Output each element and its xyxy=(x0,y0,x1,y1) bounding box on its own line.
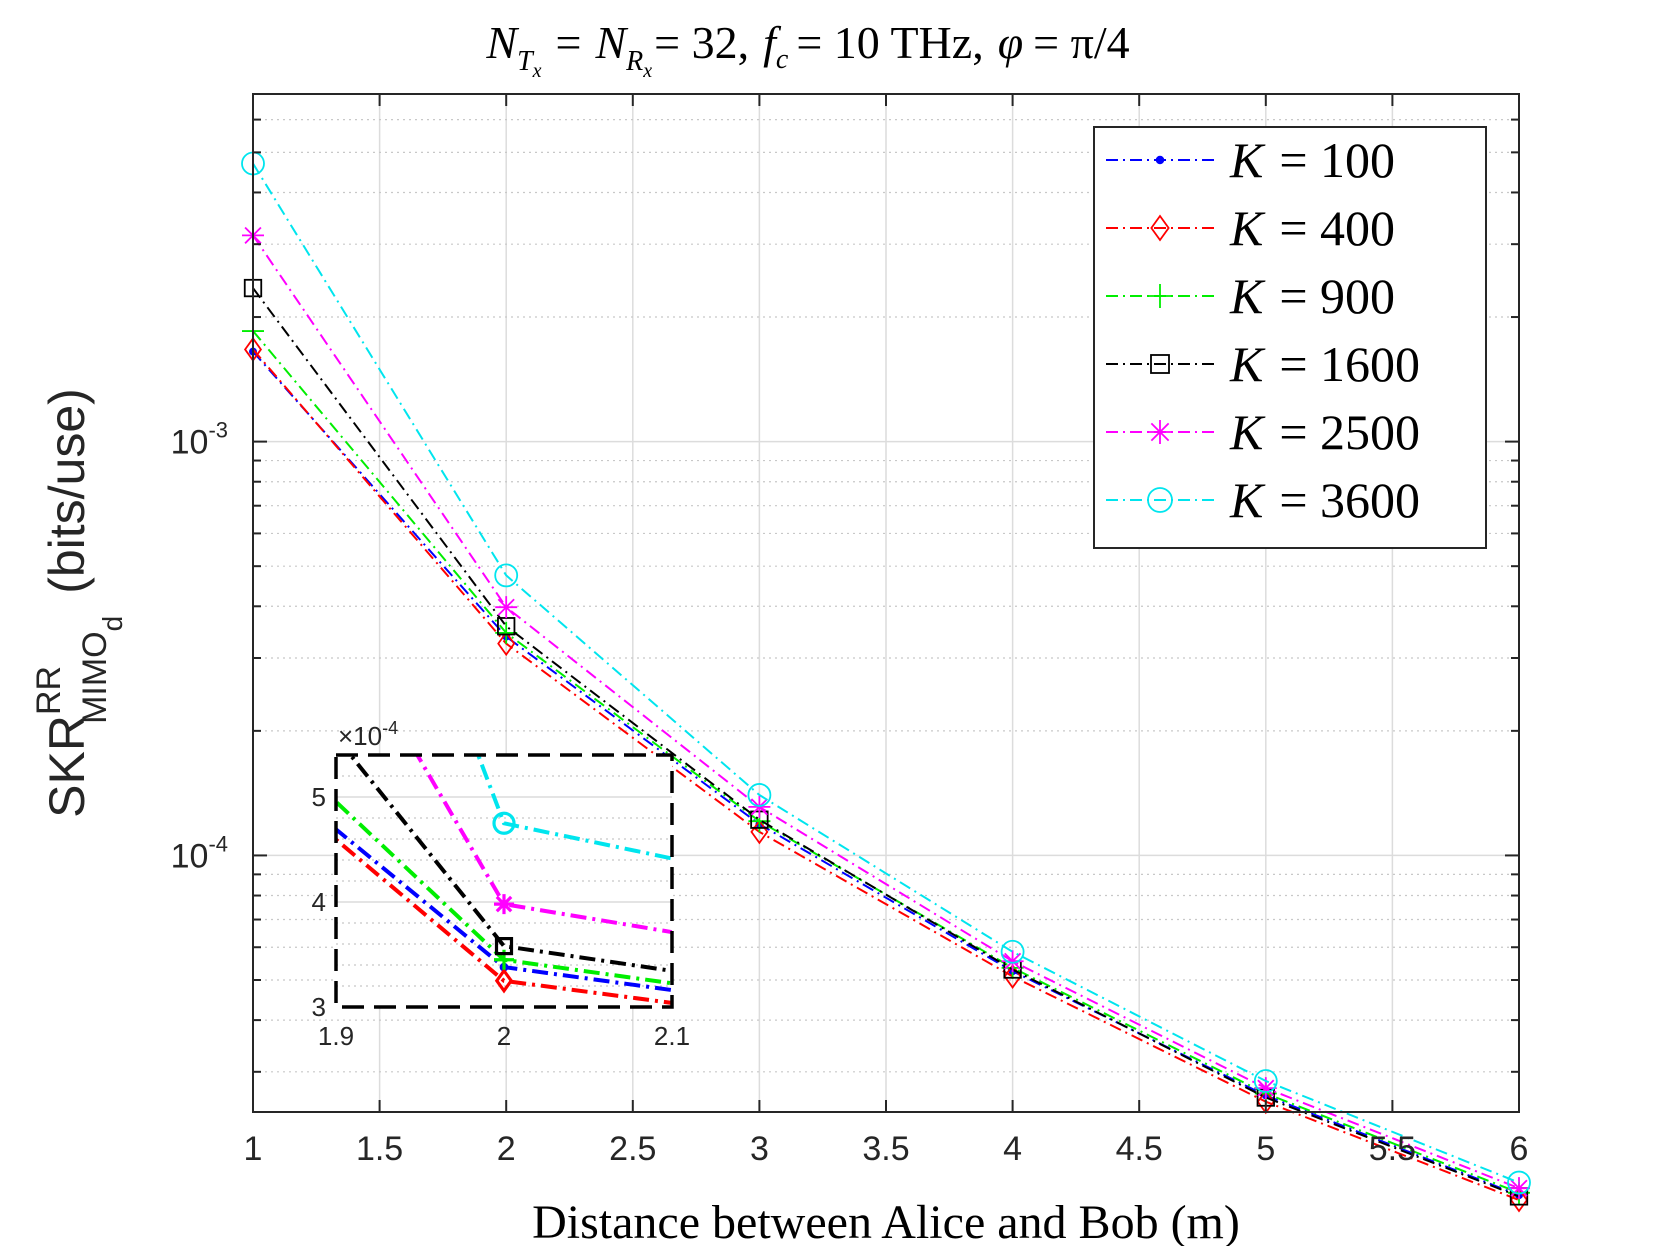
series-line xyxy=(252,162,1520,1184)
x-tick-label: 4 xyxy=(1003,1130,1022,1168)
y-tick-label: 10-4 xyxy=(171,831,228,875)
inset-x-tick-label: 2 xyxy=(497,1021,511,1051)
legend-label: K = 900 xyxy=(1229,268,1395,324)
inset-y-tick-label: 3 xyxy=(312,992,326,1022)
marker-square xyxy=(1150,354,1170,374)
series-line xyxy=(252,234,1520,1190)
marker-circle xyxy=(492,811,516,835)
y-tick-label: 10-3 xyxy=(171,418,228,462)
legend-item: K = 3600 xyxy=(1106,472,1420,528)
legend: K = 100 K = 400 K = 900 K = 1600 K = 2500 K = 3600 xyxy=(1093,126,1487,549)
legend-item: K = 400 xyxy=(1106,200,1395,256)
marker-star xyxy=(1001,950,1024,973)
legend-box xyxy=(1093,126,1487,549)
inset-x-tick-label: 2.1 xyxy=(654,1021,690,1051)
marker-diamond xyxy=(494,968,514,994)
inset-y-tick-label: 5 xyxy=(312,782,326,812)
marker-star xyxy=(1148,420,1172,444)
inset-x-tick-label: 1.9 xyxy=(318,1021,354,1051)
x-tick-label: 3 xyxy=(750,1130,769,1168)
x-tick-label: 1.5 xyxy=(356,1130,403,1168)
legend-items: K = 100 K = 400 K = 900 K = 1600 K = 2500 K = 3600 xyxy=(1106,132,1420,528)
legend-item: K = 1600 xyxy=(1106,336,1420,392)
marker-dot xyxy=(1155,155,1165,165)
x-tick-label: 1 xyxy=(244,1130,263,1168)
marker-circle xyxy=(494,563,519,588)
legend-item: K = 900 xyxy=(1106,268,1395,324)
marker-diamond xyxy=(1509,1187,1529,1213)
legend-label: K = 1600 xyxy=(1229,336,1420,392)
x-tick-label: 6 xyxy=(1510,1130,1529,1168)
marker-diamond xyxy=(497,631,516,657)
x-tick-label: 2.5 xyxy=(609,1130,656,1168)
marker-circle xyxy=(1147,487,1173,513)
inset-ticks: 1.9 2 2.1 3 4 5 xyxy=(312,782,691,1051)
inset-frame xyxy=(334,753,674,1009)
marker-star xyxy=(494,894,514,915)
legend-label: K = 2500 xyxy=(1229,404,1420,460)
series-line xyxy=(252,287,1520,1198)
marker-circle xyxy=(1507,1170,1531,1195)
marker-star xyxy=(1508,1177,1530,1200)
x-tick-label: 3.5 xyxy=(862,1130,909,1168)
marker-diamond xyxy=(1150,214,1170,242)
marker-circle xyxy=(1000,939,1025,964)
series-line xyxy=(252,330,1520,1194)
x-tick-label: 5.5 xyxy=(1369,1130,1416,1168)
marker-circle xyxy=(747,783,772,807)
legend-item: K = 100 xyxy=(1106,132,1395,188)
marker-star xyxy=(748,795,771,818)
chart-title: NTx= NRx= 32, fc = 10 THz, φ = π/4 xyxy=(485,17,1129,82)
inset-scale-label: ×10-4 xyxy=(338,718,398,751)
legend-item: K = 2500 xyxy=(1106,404,1420,460)
series-k=400 xyxy=(243,336,1529,1213)
y-axis-label: SKRRR MIMOd(bits/use) xyxy=(30,388,128,818)
marker-star xyxy=(495,596,518,619)
x-tick-label: 2 xyxy=(497,1130,516,1168)
marker-circle xyxy=(1253,1069,1278,1093)
title-n-tx: N xyxy=(485,17,519,68)
inset-y-tick-label: 4 xyxy=(312,887,326,917)
legend-label: K = 400 xyxy=(1229,200,1395,256)
series-line xyxy=(252,348,1520,1201)
x-tick-label: 5 xyxy=(1256,1130,1275,1168)
legend-label: K = 3600 xyxy=(1229,472,1420,528)
marker-star xyxy=(1254,1077,1277,1100)
series-line xyxy=(252,350,1520,1197)
marker-square xyxy=(494,936,514,956)
axis-ticks: 1 1.5 2 2.5 3 3.5 4 4.5 5 5.5 6 10-4 10-3 xyxy=(171,94,1529,1168)
marker-plus xyxy=(1148,284,1172,308)
series-k=2500 xyxy=(242,224,1530,1200)
legend-label: K = 100 xyxy=(1229,132,1395,188)
x-tick-label: 4.5 xyxy=(1116,1130,1163,1168)
x-axis-label: Distance between Alice and Bob (m) xyxy=(532,1196,1240,1246)
